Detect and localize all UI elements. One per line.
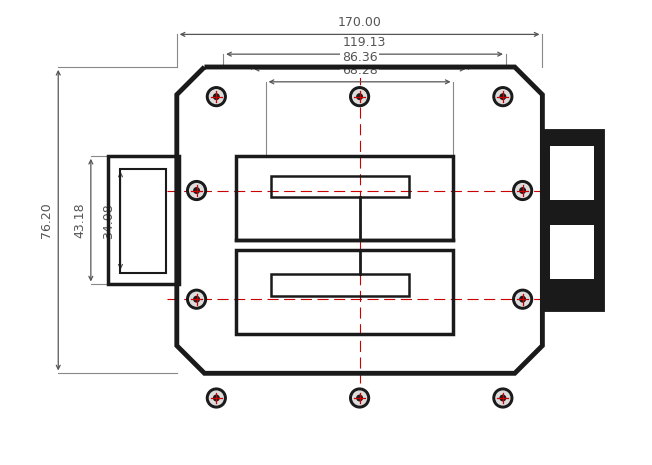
Circle shape (214, 395, 219, 401)
Text: 119.13: 119.13 (343, 36, 386, 49)
Circle shape (496, 90, 510, 104)
Circle shape (214, 94, 219, 100)
Text: 86.36: 86.36 (342, 51, 378, 64)
Text: 76.20: 76.20 (40, 202, 53, 238)
Text: 170.00: 170.00 (338, 16, 381, 29)
Circle shape (516, 184, 529, 198)
Circle shape (357, 395, 363, 401)
Bar (271, 274, 409, 296)
Circle shape (496, 391, 510, 405)
Circle shape (207, 87, 226, 106)
Circle shape (512, 289, 533, 309)
Circle shape (209, 90, 223, 104)
Text: 68.28: 68.28 (342, 64, 378, 77)
Bar (205, 67, 514, 373)
Circle shape (500, 94, 506, 100)
Circle shape (207, 388, 226, 408)
Circle shape (209, 391, 223, 405)
Circle shape (194, 296, 200, 302)
Circle shape (353, 391, 366, 405)
Bar (271, 176, 409, 198)
Circle shape (190, 292, 203, 306)
Bar (236, 156, 453, 240)
Circle shape (349, 388, 370, 408)
Circle shape (186, 289, 207, 309)
Circle shape (357, 94, 363, 100)
Bar (108, 156, 179, 285)
Bar (236, 250, 453, 334)
Bar (542, 131, 602, 309)
Circle shape (520, 296, 526, 302)
Circle shape (520, 188, 526, 193)
Bar (542, 131, 602, 309)
Bar (550, 225, 594, 279)
Text: 34.08: 34.08 (102, 203, 115, 239)
Circle shape (190, 184, 203, 198)
Circle shape (349, 87, 370, 106)
Circle shape (186, 180, 207, 200)
Bar (550, 146, 594, 200)
Circle shape (512, 180, 533, 200)
Circle shape (500, 395, 506, 401)
Bar (177, 95, 542, 345)
Circle shape (493, 388, 512, 408)
Bar (121, 169, 166, 272)
Circle shape (493, 87, 512, 106)
Circle shape (353, 90, 366, 104)
Text: 43.18: 43.18 (73, 202, 86, 238)
Circle shape (194, 188, 200, 193)
Circle shape (516, 292, 529, 306)
